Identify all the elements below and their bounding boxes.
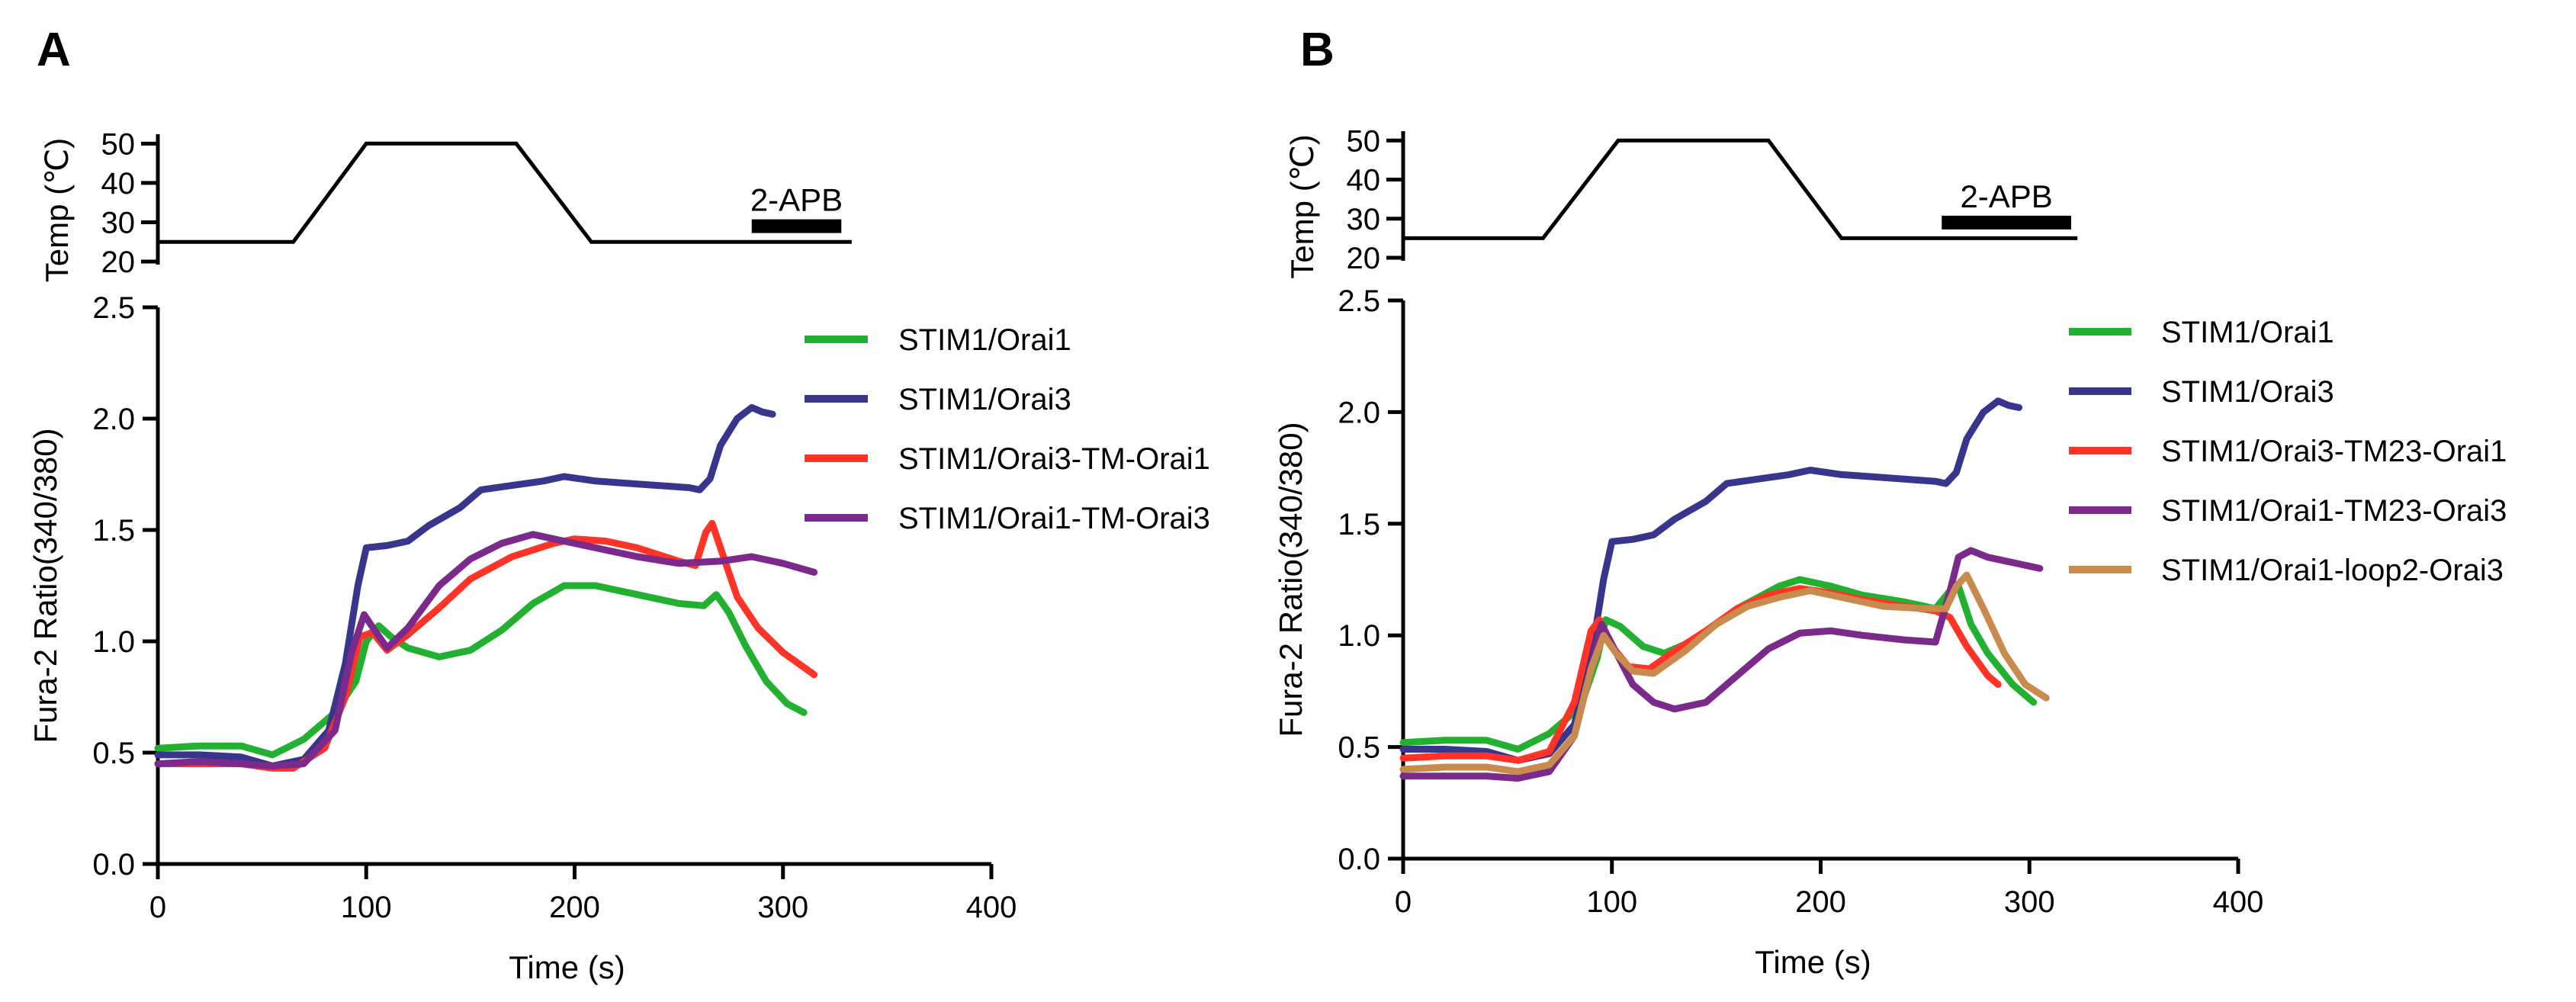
x-tick-label: 0 <box>1395 885 1412 919</box>
series-line-5 <box>1399 571 2050 776</box>
y-tick-label: 0.0 <box>92 848 135 882</box>
x-tick-label: 0 <box>149 891 166 924</box>
legend-label: STIM1/Orai1 <box>898 323 1071 357</box>
x-tick-label: 100 <box>1586 885 1637 919</box>
legend-label: STIM1/Orai1-TM-Orai3 <box>898 502 1210 535</box>
y-axis-title: Fura-2 Ratio(340/380) <box>1273 422 1309 737</box>
y-tick-label: 2.5 <box>92 291 135 325</box>
temp-y-tick-label: 40 <box>101 167 136 201</box>
x-tick-label: 300 <box>2004 885 2055 919</box>
x-tick-label: 100 <box>341 891 392 924</box>
panel-letter: B <box>1300 24 1335 76</box>
series-line-2 <box>154 403 776 769</box>
x-tick-label: 300 <box>757 891 808 924</box>
legend-label: STIM1/Orai3-TM-Orai1 <box>898 442 1210 476</box>
legend-label: STIM1/Orai1-TM23-Orai3 <box>2161 494 2507 528</box>
temp-y-axis-title: Temp (℃) <box>1284 134 1320 279</box>
x-tick-label: 400 <box>966 891 1017 924</box>
drug-label: 2-APB <box>750 182 843 218</box>
legend-label: STIM1/Orai1 <box>2161 316 2334 349</box>
series-line-4 <box>1399 547 2044 782</box>
y-tick-label: 1.5 <box>1338 508 1380 541</box>
temp-y-tick-label: 20 <box>1347 242 1381 275</box>
temp-y-tick-label: 30 <box>101 206 136 239</box>
x-axis-title: Time (s) <box>1755 944 1871 980</box>
y-tick-label: 0.0 <box>1338 843 1380 876</box>
y-tick-label: 2.0 <box>1338 396 1380 429</box>
legend-label: STIM1/Orai3 <box>2161 375 2334 409</box>
temp-y-tick-label: 50 <box>101 127 136 161</box>
legend-label: STIM1/Orai1-loop2-Orai3 <box>2161 554 2504 587</box>
series-line-4 <box>154 531 818 769</box>
y-tick-label: 1.0 <box>92 625 135 659</box>
series-line-1 <box>154 582 808 759</box>
y-tick-label: 1.0 <box>1338 619 1380 653</box>
temp-y-tick-label: 30 <box>1347 203 1381 236</box>
drug-label: 2-APB <box>1960 178 2052 214</box>
y-tick-label: 0.5 <box>1338 731 1380 765</box>
x-axis-title: Time (s) <box>509 949 625 985</box>
y-tick-label: 2.5 <box>1338 284 1380 318</box>
panel-a: A 20 30 40 50 Temp (℃) 2-APB 0.0 0.5 1.0 1.5 2.0 2.5… <box>27 24 1210 985</box>
x-tick-label: 200 <box>549 891 600 924</box>
panel-b: B 20 30 40 50 Temp (℃) 2-APB 0.0 0.5 1.0 1.5 2.0 2.5… <box>1273 24 2507 980</box>
x-tick-label: 400 <box>2213 885 2264 919</box>
y-axis-title: Fura-2 Ratio(340/380) <box>27 428 63 743</box>
series-line-2 <box>1399 397 2023 764</box>
temp-y-tick-label: 40 <box>1347 164 1381 198</box>
drug-application-bar <box>751 219 842 233</box>
drug-application-bar <box>1942 215 2071 230</box>
x-tick-label: 200 <box>1795 885 1846 919</box>
temp-y-axis-title: Temp (℃) <box>39 138 75 283</box>
temp-y-tick-label: 20 <box>101 246 136 279</box>
legend-label: STIM1/Orai3-TM23-Orai1 <box>2161 435 2507 468</box>
temperature-trace <box>1403 138 2078 240</box>
y-tick-label: 0.5 <box>92 737 135 770</box>
temperature-trace <box>158 141 852 244</box>
y-tick-label: 1.5 <box>92 514 135 548</box>
temp-y-tick-label: 50 <box>1347 124 1381 158</box>
legend-label: STIM1/Orai3 <box>898 383 1071 416</box>
panel-letter: A <box>37 24 71 76</box>
y-tick-label: 2.0 <box>92 403 135 436</box>
